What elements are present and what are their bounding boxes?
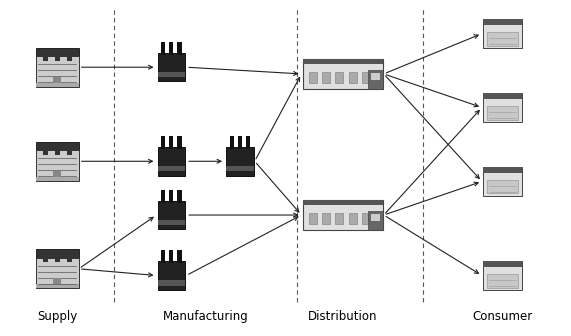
Bar [483,19,522,48]
Bar [309,213,317,224]
Bar [362,72,370,83]
Bar [53,279,62,284]
Bar [483,93,522,122]
Bar [35,56,79,86]
Bar [55,258,59,262]
Bar [322,72,330,83]
Bar [35,284,79,288]
Bar [169,190,174,203]
Bar [303,59,383,64]
Bar [158,280,185,286]
Bar [483,261,522,290]
Bar [487,106,518,120]
Bar [161,42,165,55]
Bar [55,56,59,60]
Bar [35,151,79,181]
Bar [487,274,518,288]
Bar [55,151,59,155]
Bar [335,213,343,224]
Bar [158,166,185,171]
Bar [158,261,185,290]
Bar [238,136,242,149]
Bar [487,180,518,194]
Bar [335,72,343,83]
Bar [66,56,72,60]
Bar [35,83,79,86]
Bar [42,151,47,155]
Bar [35,142,79,151]
Bar [483,93,522,99]
Bar [368,70,383,89]
Bar [161,190,165,203]
Bar [371,214,380,221]
Bar [226,166,254,171]
Bar [35,258,79,288]
Bar [66,258,72,262]
Bar [371,73,380,80]
Bar [309,72,317,83]
Bar [158,147,185,175]
Bar [246,136,250,149]
Bar [483,167,522,196]
Bar [158,53,185,82]
Bar [487,32,518,46]
Bar [303,200,383,230]
Bar [178,136,182,149]
Text: Distribution: Distribution [308,309,377,323]
Bar [483,167,522,173]
Bar [483,261,522,267]
Bar [53,77,62,83]
Bar [178,42,182,55]
Bar [169,250,174,263]
Bar [348,213,356,224]
Bar [368,211,383,230]
Bar [178,190,182,203]
Bar [303,59,383,89]
Bar [53,171,62,177]
Bar [322,213,330,224]
Bar [178,250,182,263]
Bar [66,151,72,155]
Bar [362,213,370,224]
Bar [42,56,47,60]
Bar [483,19,522,25]
Bar [35,48,79,56]
Bar [169,42,174,55]
Bar [303,200,383,205]
Bar [226,147,254,175]
Bar [161,250,165,263]
Bar [35,249,79,258]
Bar [161,136,165,149]
Text: Supply: Supply [37,309,77,323]
Bar [158,72,185,77]
Bar [158,201,185,229]
Bar [158,220,185,225]
Text: Manufacturing: Manufacturing [163,309,248,323]
Text: Consumer: Consumer [472,309,533,323]
Bar [348,72,356,83]
Bar [169,136,174,149]
Bar [42,258,47,262]
Bar [35,177,79,181]
Bar [230,136,234,149]
